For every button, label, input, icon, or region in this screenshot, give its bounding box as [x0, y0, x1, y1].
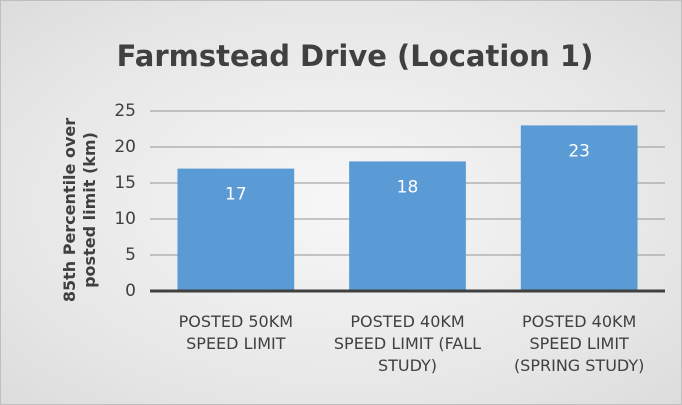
data-label: 18	[397, 177, 419, 197]
bar	[349, 161, 466, 291]
x-tick-label: POSTED 40KM SPEED LIMIT (SPRING STUDY)	[513, 312, 645, 375]
y-tick-label: 5	[125, 245, 136, 265]
y-tick-label: 25	[114, 101, 136, 121]
y-tick-label: 20	[114, 137, 136, 157]
data-label: 23	[568, 141, 590, 161]
data-label: 17	[225, 185, 247, 205]
y-axis-label: 85th Percentile over posted limit (km)	[60, 117, 99, 303]
bar	[177, 168, 295, 291]
y-tick-label: 0	[125, 281, 136, 301]
y-tick-label: 10	[114, 209, 136, 229]
bar	[520, 125, 638, 292]
x-tick-label: POSTED 50KM SPEED LIMIT	[178, 312, 293, 353]
x-tick-label: POSTED 40KM SPEED LIMIT (FALL STUDY)	[333, 312, 482, 375]
chart-title: Farmstead Drive (Location 1)	[117, 39, 594, 73]
y-tick-label: 15	[114, 173, 136, 193]
